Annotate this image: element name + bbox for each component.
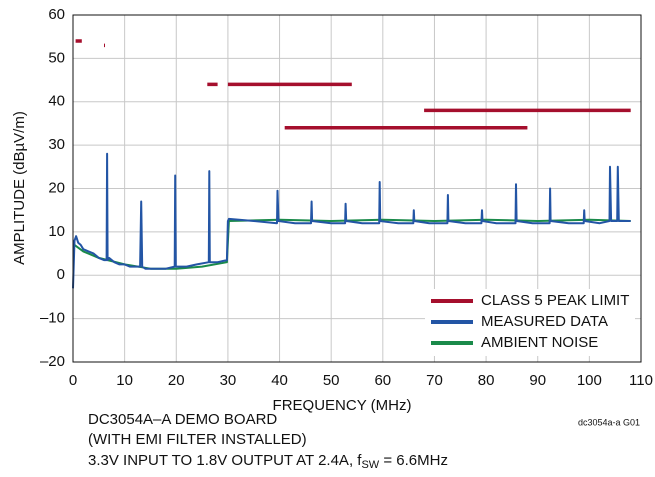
note: DC3054A–A DEMO BOARD	[88, 411, 277, 428]
x-tick-label: 80	[478, 372, 495, 389]
x-tick-label: 20	[168, 372, 185, 389]
y-tick-label: 60	[48, 6, 65, 23]
x-tick-label: 100	[577, 372, 602, 389]
y-tick-label: 40	[48, 93, 65, 110]
legend-label: MEASURED DATA	[481, 313, 608, 330]
x-tick-label: 90	[529, 372, 546, 389]
y-tick-label: 20	[48, 179, 65, 196]
legend-label: CLASS 5 PEAK LIMIT	[481, 292, 629, 309]
series-line	[75, 39, 631, 130]
x-tick-label: 60	[374, 372, 391, 389]
legend-label: AMBIENT NOISE	[481, 334, 598, 351]
y-tick-label: –20	[40, 353, 65, 370]
x-tick-label: 110	[629, 372, 653, 389]
y-tick-label: –10	[40, 310, 65, 327]
plot-frame	[72, 14, 642, 363]
note-part: 3.3V INPUT TO 1.8V OUTPUT AT 2.4A, f	[88, 452, 362, 469]
x-tick-label: 10	[116, 372, 133, 389]
note-part: = 6.6MHz	[379, 452, 448, 469]
x-tick-label: 0	[69, 372, 77, 389]
x-tick-label: 50	[323, 372, 340, 389]
note: 3.3V INPUT TO 1.8V OUTPUT AT 2.4A, fSW =…	[88, 452, 448, 471]
series-line	[72, 152, 631, 289]
x-tick-label: 70	[426, 372, 443, 389]
x-tick-label: 40	[271, 372, 288, 389]
series-line	[73, 218, 631, 270]
y-tick-label: 50	[48, 49, 65, 66]
y-tick-label: 30	[48, 136, 65, 153]
y-tick-label: 0	[57, 266, 65, 283]
x-tick-label: 30	[220, 372, 237, 389]
note: (WITH EMI FILTER INSTALLED)	[88, 431, 307, 448]
note-subscript: SW	[361, 459, 379, 471]
y-axis-label: AMPLITUDE (dBµV/m)	[11, 111, 28, 265]
x-axis-label: FREQUENCY (MHz)	[273, 397, 412, 414]
figure-id: dc3054a-a G01	[578, 417, 640, 427]
y-tick-label: 10	[48, 223, 65, 240]
plot-area	[72, 39, 631, 289]
